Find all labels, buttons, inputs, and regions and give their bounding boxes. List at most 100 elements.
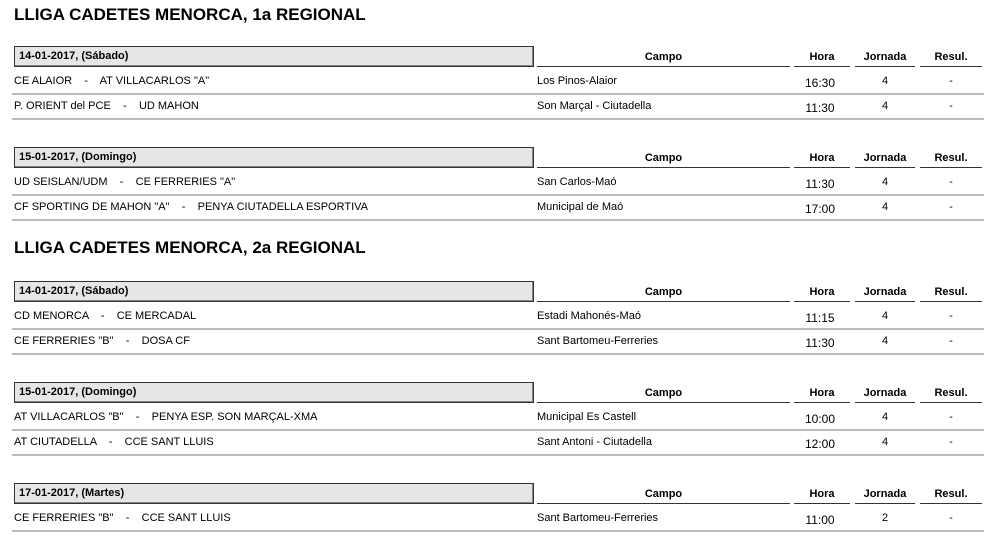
column-resul: Resul. xyxy=(920,487,982,504)
column-jornada: Jornada xyxy=(855,151,915,168)
column-hora: Hora xyxy=(794,386,850,403)
date-header: 14-01-2017, (Sábado) xyxy=(14,46,534,67)
match-result: - xyxy=(949,176,953,188)
home-team: CF SPORTING DE MAHON "A" xyxy=(14,201,170,213)
column-resul: Resul. xyxy=(920,285,982,302)
column-hora: Hora xyxy=(794,487,850,504)
column-jornada: Jornada xyxy=(855,386,915,403)
home-team: CE FERRERIES "B" xyxy=(14,512,114,524)
match-campo: Sant Antoni - Ciutadella xyxy=(537,436,652,448)
match-hora: 11:30 xyxy=(805,177,835,191)
column-jornada: Jornada xyxy=(855,50,915,67)
match-campo: Municipal Es Castell xyxy=(537,411,637,423)
home-team: AT CIUTADELLA xyxy=(14,436,97,448)
column-campo: Campo xyxy=(537,487,790,504)
group-header: 14-01-2017, (Sábado) Campo Hora Jornada … xyxy=(12,281,984,305)
home-team: CD MENORCA xyxy=(14,310,89,322)
match-day-group: 17-01-2017, (Martes) Campo Hora Jornada … xyxy=(12,483,984,532)
match-result: - xyxy=(949,512,953,524)
match-hora: 11:30 xyxy=(805,336,835,350)
match-hora: 11:15 xyxy=(805,311,835,325)
match-row: CF SPORTING DE MAHON "A" - PENYA CIUTADE… xyxy=(12,196,984,221)
column-campo: Campo xyxy=(537,386,790,403)
match-teams: CE FERRERIES "B" - DOSA CF xyxy=(14,335,190,347)
match-hora: 11:00 xyxy=(805,513,835,527)
match-hora: 10:00 xyxy=(804,412,836,426)
away-team: PENYA CIUTADELLA ESPORTIVA xyxy=(197,201,368,213)
match-campo: Sant Bartomeu-Ferreries xyxy=(537,335,659,347)
group-header: 17-01-2017, (Martes) Campo Hora Jornada … xyxy=(12,483,984,507)
column-resul: Resul. xyxy=(920,50,982,67)
away-team: DOSA CF xyxy=(141,335,190,347)
match-jornada: 4 xyxy=(881,176,889,188)
match-teams: CE ALAIOR - AT VILLACARLOS "A" xyxy=(14,75,210,87)
home-team: P. ORIENT del PCE xyxy=(14,100,111,112)
match-row: AT CIUTADELLA - CCE SANT LLUIS Sant Anto… xyxy=(12,431,984,456)
match-jornada: 4 xyxy=(881,75,889,87)
match-campo: Los Pinos-Alaior xyxy=(537,75,618,87)
match-day-group: 14-01-2017, (Sábado) Campo Hora Jornada … xyxy=(12,281,984,355)
away-team: CE FERRERIES "A" xyxy=(135,176,236,188)
match-day-group: 15-01-2017, (Domingo) Campo Hora Jornada… xyxy=(12,147,984,221)
match-result: - xyxy=(949,310,953,322)
match-day-group: 14-01-2017, (Sábado) Campo Hora Jornada … xyxy=(12,46,984,120)
match-jornada: 4 xyxy=(881,201,889,213)
match-jornada: 4 xyxy=(881,411,889,423)
column-hora: Hora xyxy=(794,50,850,67)
away-team: CE MERCADAL xyxy=(116,310,197,322)
match-result: - xyxy=(949,335,953,347)
match-result: - xyxy=(949,75,953,87)
match-jornada: 4 xyxy=(881,100,889,112)
match-hora: 16:30 xyxy=(804,76,836,90)
match-campo: Sant Bartomeu-Ferreries xyxy=(537,512,659,524)
match-teams: AT CIUTADELLA - CCE SANT LLUIS xyxy=(14,436,214,448)
section-title: LLIGA CADETES MENORCA, 2a REGIONAL xyxy=(14,238,366,257)
match-teams: P. ORIENT del PCE - UD MAHON xyxy=(14,100,199,112)
date-header: 15-01-2017, (Domingo) xyxy=(14,382,534,403)
match-day-group: 15-01-2017, (Domingo) Campo Hora Jornada… xyxy=(12,382,984,456)
away-team: AT VILLACARLOS "A" xyxy=(99,75,210,87)
column-hora: Hora xyxy=(794,285,850,302)
home-team: CE FERRERIES "B" xyxy=(14,335,114,347)
column-campo: Campo xyxy=(537,151,790,168)
group-header: 15-01-2017, (Domingo) Campo Hora Jornada… xyxy=(12,147,984,171)
column-campo: Campo xyxy=(537,285,790,302)
match-jornada: 4 xyxy=(881,436,889,448)
column-jornada: Jornada xyxy=(855,285,915,302)
match-row: P. ORIENT del PCE - UD MAHON Son Marçal … xyxy=(12,95,984,120)
match-result: - xyxy=(949,411,953,423)
away-team: PENYA ESP. SON MARÇAL-XMA xyxy=(151,411,318,423)
away-team: UD MAHON xyxy=(138,100,199,112)
home-team: UD SEISLAN/UDM xyxy=(14,176,108,188)
group-header: 15-01-2017, (Domingo) Campo Hora Jornada… xyxy=(12,382,984,406)
away-team: CCE SANT LLUIS xyxy=(141,512,231,524)
match-teams: AT VILLACARLOS "B" - PENYA ESP. SON MARÇ… xyxy=(14,411,318,423)
date-header: 15-01-2017, (Domingo) xyxy=(14,147,534,168)
date-header: 17-01-2017, (Martes) xyxy=(14,483,534,504)
home-team: AT VILLACARLOS "B" xyxy=(14,411,124,423)
column-resul: Resul. xyxy=(920,386,982,403)
match-row: CE FERRERIES "B" - CCE SANT LLUIS Sant B… xyxy=(12,507,984,532)
match-row: CE ALAIOR - AT VILLACARLOS "A" Los Pinos… xyxy=(12,70,984,95)
match-campo: Son Marçal - Ciutadella xyxy=(537,100,652,112)
match-row: AT VILLACARLOS "B" - PENYA ESP. SON MARÇ… xyxy=(12,406,984,431)
column-resul: Resul. xyxy=(920,151,982,168)
group-header: 14-01-2017, (Sábado) Campo Hora Jornada … xyxy=(12,46,984,70)
match-teams: CD MENORCA - CE MERCADAL xyxy=(14,310,197,322)
match-result: - xyxy=(949,201,953,213)
match-teams: CE FERRERIES "B" - CCE SANT LLUIS xyxy=(14,512,231,524)
date-header: 14-01-2017, (Sábado) xyxy=(14,281,534,302)
match-row: UD SEISLAN/UDM - CE FERRERIES "A" San Ca… xyxy=(12,171,984,196)
match-jornada: 2 xyxy=(881,512,889,524)
match-jornada: 4 xyxy=(881,310,889,322)
match-hora: 17:00 xyxy=(804,202,836,216)
column-hora: Hora xyxy=(794,151,850,168)
match-hora: 12:00 xyxy=(804,437,836,451)
home-team: CE ALAIOR xyxy=(14,75,73,87)
match-result: - xyxy=(949,436,953,448)
column-campo: Campo xyxy=(537,50,790,67)
match-row: CD MENORCA - CE MERCADAL Estadi Mahonés-… xyxy=(12,305,984,330)
match-row: CE FERRERIES "B" - DOSA CF Sant Bartomeu… xyxy=(12,330,984,355)
match-hora: 11:30 xyxy=(805,101,835,115)
match-campo: Estadi Mahonés-Maó xyxy=(537,310,641,322)
